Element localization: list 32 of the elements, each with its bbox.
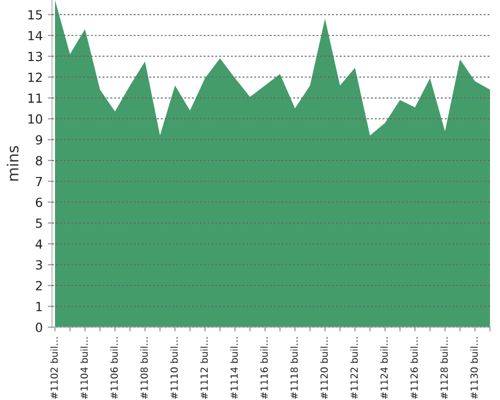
x-tick-label: #1102 buil… [50, 337, 58, 399]
x-tick-label: #1120 buil… [320, 337, 328, 399]
y-tick-label: 1 [36, 302, 42, 312]
x-tick-label: #1128 buil… [440, 337, 448, 399]
y-tick-label: 8 [36, 156, 42, 166]
y-tick-label: 2 [36, 280, 42, 290]
y-tick-label: 0 [36, 322, 42, 332]
x-tick-label: #1130 buil… [470, 337, 478, 399]
y-tick-label: 13 [28, 52, 42, 62]
x-tick-label: #1114 buil… [230, 337, 238, 399]
x-tick-label: #1124 buil… [380, 337, 388, 399]
x-tick-label: #1108 buil… [140, 337, 148, 399]
y-tick-label: 6 [36, 198, 42, 208]
y-tick-label: 14 [28, 31, 42, 40]
x-tick-label: #1126 buil… [410, 337, 418, 399]
x-tick-label: #1112 buil… [200, 337, 208, 399]
x-tick-label: #1104 buil… [80, 337, 88, 399]
x-tick-label: #1116 buil… [260, 337, 268, 399]
y-tick-label: 9 [36, 135, 42, 145]
x-tick-label: #1106 buil… [110, 337, 118, 399]
y-tick-label: 12 [28, 72, 42, 82]
y-tick-label: 3 [36, 260, 42, 270]
x-tick-label: #1110 buil… [170, 337, 178, 399]
x-tick-label: #1118 buil… [290, 337, 298, 399]
x-tick-label: #1122 buil… [350, 337, 358, 399]
y-tick-label: 11 [28, 94, 42, 103]
y-tick-label: 5 [36, 218, 42, 228]
y-tick-label: 7 [36, 176, 42, 186]
y-tick-label: 4 [36, 239, 42, 249]
y-tick-label: 15 [28, 10, 42, 20]
y-axis-title: mins [6, 146, 19, 181]
y-tick-label: 10 [28, 114, 42, 124]
